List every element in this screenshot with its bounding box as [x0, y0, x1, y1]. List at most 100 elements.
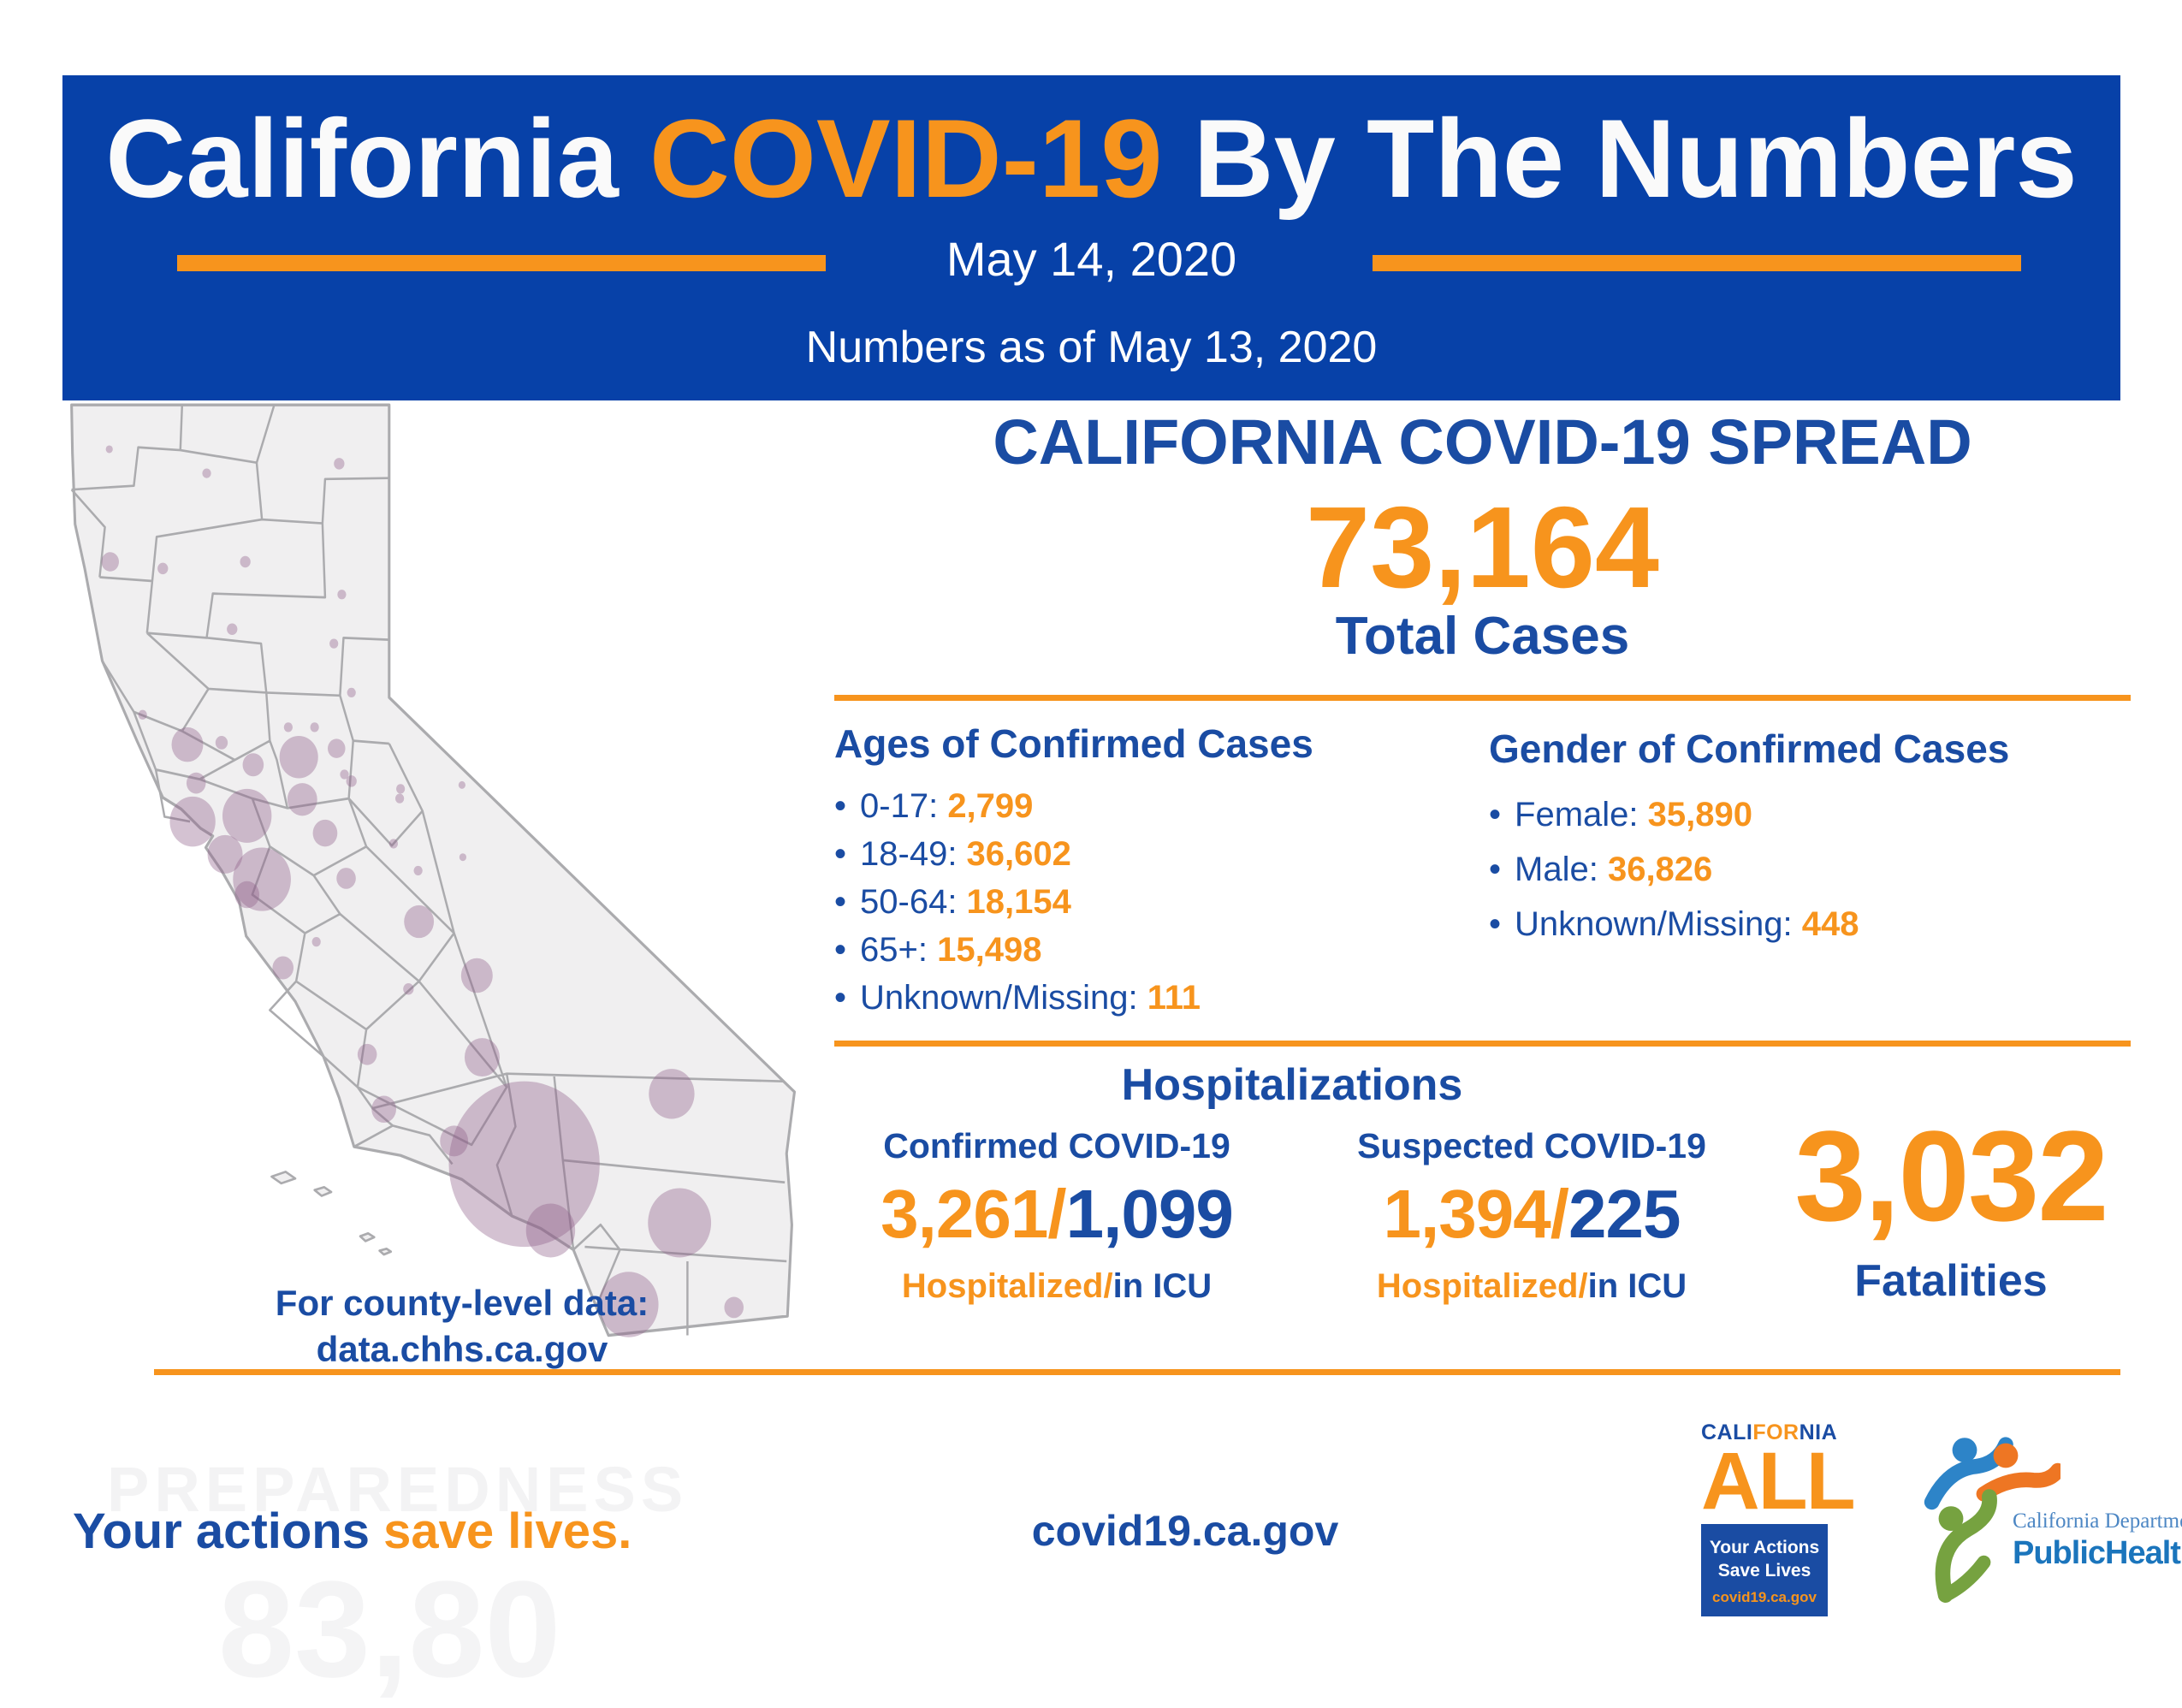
date-rule-right	[1373, 255, 2021, 271]
age-value: 111	[1147, 979, 1201, 1017]
date-rule-left	[177, 255, 826, 271]
box-site-url: covid19.ca.gov	[1712, 1588, 1817, 1605]
confirmed-label: Confirmed COVID-19	[883, 1126, 1230, 1165]
confirmed-hospitalizations: Confirmed COVID-19 3,261/1,099 Hospitali…	[843, 1126, 1271, 1306]
suspected-hospitalized-value: 1,394	[1383, 1176, 1551, 1252]
county-bubble	[227, 623, 238, 635]
county-bubble	[336, 868, 356, 889]
county-bubble	[215, 736, 228, 750]
channel-islands	[270, 1171, 393, 1256]
hospitalizations-title: Hospitalizations	[1121, 1060, 1463, 1110]
county-bubble	[186, 772, 206, 794]
county-bubble	[272, 956, 294, 980]
county-bubble	[394, 793, 405, 804]
county-bubble	[340, 769, 349, 780]
county-bubble	[328, 738, 346, 758]
title-bythenumbers: By The Numbers	[1162, 96, 2078, 221]
infographic-page: { "colors": { "banner_blue": "#0741A8", …	[62, 75, 2182, 1705]
gender-value: 35,890	[1647, 796, 1752, 833]
slash: /	[1047, 1176, 1066, 1252]
bullet-icon: •	[1489, 851, 1502, 888]
box-line2: Save Lives	[1717, 1560, 1811, 1580]
county-bubble	[346, 775, 357, 787]
county-data-note: For county-level data: data.chhs.ca.gov	[163, 1280, 762, 1373]
ages-list: • 0-17: 2,799 • 18-49: 36,602 • 50-64: 18,1…	[834, 782, 1485, 1022]
wordmark-cali: CALI	[1701, 1420, 1753, 1444]
list-item: • Unknown/Missing: 448	[1489, 897, 2131, 952]
county-bubble	[171, 726, 204, 762]
county-bubble	[207, 834, 243, 874]
slash: /	[1550, 1176, 1569, 1252]
list-item: • 50-64: 18,154	[834, 878, 1485, 926]
gender-value: 36,826	[1607, 851, 1713, 888]
gender-label: Unknown/Missing:	[1515, 905, 1802, 943]
watermark-number: 83,80	[218, 1552, 561, 1705]
list-item: • 18-49: 36,602	[834, 830, 1485, 878]
county-bubble	[371, 1095, 396, 1124]
county-note-url: data.chhs.ca.gov	[316, 1329, 608, 1369]
divider-bottom	[154, 1369, 2120, 1375]
suspected-sublabel: Hospitalized/in ICU	[1322, 1267, 1741, 1306]
suspected-hospitalizations: Suspected COVID-19 1,394/225 Hospitalize…	[1322, 1126, 1741, 1306]
tagline-orange: save lives.	[383, 1503, 632, 1559]
in-icu-label: in ICU	[1112, 1267, 1213, 1305]
county-bubble	[648, 1188, 712, 1258]
county-bubble	[598, 1272, 659, 1337]
bullet-icon: •	[834, 979, 847, 1017]
wordmark-nia: NIA	[1799, 1420, 1838, 1444]
bullet-icon: •	[834, 835, 847, 873]
your-actions-save-lives-box: Your Actions Save Lives covid19.ca.gov	[1701, 1523, 1828, 1616]
page-title: California COVID-19 By The Numbers	[62, 94, 2120, 222]
age-label: 50-64:	[860, 883, 967, 921]
confirmed-numbers: 3,261/1,099	[843, 1175, 1271, 1254]
fatalities-label: Fatalities	[1854, 1256, 2048, 1306]
ages-title: Ages of Confirmed Cases	[834, 721, 1313, 766]
list-item: • 65+: 15,498	[834, 926, 1485, 974]
county-bubble	[329, 638, 339, 649]
in-icu-label: in ICU	[1587, 1267, 1687, 1305]
county-bubble	[169, 796, 216, 847]
gender-list: • Female: 35,890 • Male: 36,826 • Unknown/M…	[1489, 787, 2131, 952]
county-borders	[70, 404, 787, 1336]
county-bubble	[242, 753, 264, 777]
box-line1: Your Actions	[1709, 1537, 1820, 1557]
county-bubble	[233, 847, 291, 911]
gender-label: Male:	[1515, 851, 1608, 888]
data-as-of-date: Numbers as of May 13, 2020	[805, 323, 1378, 372]
list-item: • Female: 35,890	[1489, 787, 2131, 842]
county-bubble	[222, 788, 272, 843]
california-all-wordmark: CALIFORNIA	[1701, 1420, 1837, 1445]
county-bubble	[202, 468, 211, 478]
county-bubble	[525, 1203, 576, 1258]
gender-title: Gender of Confirmed Cases	[1489, 726, 2010, 771]
county-bubble	[357, 1043, 377, 1065]
header-banner: California COVID-19 By The Numbers May 1…	[62, 75, 2120, 400]
divider-middle	[834, 1041, 2131, 1047]
county-bubble	[724, 1296, 744, 1319]
california-outline	[70, 403, 797, 1337]
age-value: 2,799	[947, 787, 1034, 825]
county-bubble	[105, 445, 113, 454]
fatalities-value: 3,032	[1794, 1104, 2108, 1248]
county-bubble	[312, 819, 338, 847]
divider-top	[834, 695, 2131, 701]
county-bubble	[440, 1125, 469, 1157]
california-all-logo: CALIFORNIA ALL Your Actions Save Lives c…	[1701, 1420, 1856, 1616]
county-bubble	[310, 722, 319, 732]
suspected-numbers: 1,394/225	[1322, 1175, 1741, 1254]
age-label: Unknown/Missing:	[860, 979, 1147, 1017]
county-bubble	[287, 783, 317, 816]
county-bubble	[395, 784, 406, 794]
confirmed-hospitalized-value: 3,261	[881, 1176, 1048, 1252]
cdph-figures-icon	[1924, 1437, 2060, 1603]
county-bubble	[101, 552, 119, 572]
watermark-preparedness: PREPAREDNESS	[107, 1454, 689, 1525]
county-bubble	[459, 853, 467, 862]
spread-section-title: CALIFORNIA COVID-19 SPREAD	[993, 406, 1972, 477]
wordmark-for: FOR	[1752, 1420, 1800, 1444]
county-note-line1: For county-level data:	[275, 1283, 649, 1323]
age-value: 15,498	[937, 931, 1042, 969]
all-wordmark: ALL	[1701, 1436, 1856, 1527]
county-bubble	[403, 982, 414, 995]
age-value: 18,154	[966, 883, 1071, 921]
